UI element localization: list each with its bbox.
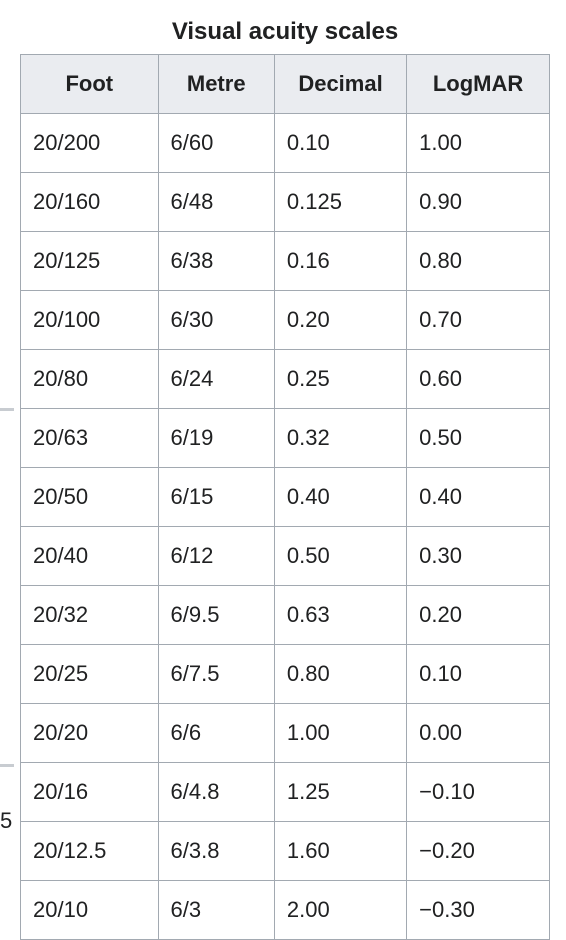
cell-foot: 20/160 [21,173,159,232]
cell-decimal: 0.125 [274,173,406,232]
cell-foot: 20/10 [21,881,159,940]
cell-metre: 6/3 [158,881,274,940]
cell-decimal: 1.60 [274,822,406,881]
visual-acuity-table: Foot Metre Decimal LogMAR 20/2006/600.10… [20,54,550,940]
cell-logmar: −0.30 [407,881,550,940]
cell-decimal: 0.16 [274,232,406,291]
cell-decimal: 0.80 [274,645,406,704]
table-row: 20/2006/600.101.00 [21,114,550,173]
cell-decimal: 0.20 [274,291,406,350]
cell-foot: 20/40 [21,527,159,586]
table-row: 20/506/150.400.40 [21,468,550,527]
cell-foot: 20/100 [21,291,159,350]
table-row: 20/206/61.000.00 [21,704,550,763]
cell-logmar: 0.60 [407,350,550,409]
cell-logmar: 0.40 [407,468,550,527]
cell-foot: 20/12.5 [21,822,159,881]
cell-logmar: 1.00 [407,114,550,173]
edge-digit: 5 [0,808,12,834]
table-row: 20/326/9.50.630.20 [21,586,550,645]
cell-logmar: 0.80 [407,232,550,291]
cell-foot: 20/32 [21,586,159,645]
table-row: 20/256/7.50.800.10 [21,645,550,704]
cell-decimal: 0.32 [274,409,406,468]
cell-logmar: 0.90 [407,173,550,232]
cell-metre: 6/7.5 [158,645,274,704]
cell-decimal: 2.00 [274,881,406,940]
cell-metre: 6/12 [158,527,274,586]
cell-metre: 6/15 [158,468,274,527]
cell-logmar: 0.70 [407,291,550,350]
cell-metre: 6/60 [158,114,274,173]
cell-foot: 20/200 [21,114,159,173]
table-row: 20/1006/300.200.70 [21,291,550,350]
cell-logmar: 0.10 [407,645,550,704]
cell-logmar: 0.30 [407,527,550,586]
cell-logmar: 0.00 [407,704,550,763]
cell-metre: 6/4.8 [158,763,274,822]
table-row: 20/12.56/3.81.60−0.20 [21,822,550,881]
cell-metre: 6/48 [158,173,274,232]
table-body: 20/2006/600.101.00 20/1606/480.1250.90 2… [21,114,550,940]
table-header-row: Foot Metre Decimal LogMAR [21,55,550,114]
col-header-logmar: LogMAR [407,55,550,114]
cell-decimal: 1.25 [274,763,406,822]
table-row: 20/1256/380.160.80 [21,232,550,291]
cell-decimal: 0.40 [274,468,406,527]
cell-foot: 20/125 [21,232,159,291]
cell-metre: 6/9.5 [158,586,274,645]
cell-foot: 20/16 [21,763,159,822]
cell-metre: 6/24 [158,350,274,409]
table-row: 20/636/190.320.50 [21,409,550,468]
cell-foot: 20/80 [21,350,159,409]
cell-foot: 20/25 [21,645,159,704]
cell-foot: 20/20 [21,704,159,763]
cell-decimal: 1.00 [274,704,406,763]
table-caption: Visual acuity scales [20,12,550,54]
col-header-decimal: Decimal [274,55,406,114]
cell-logmar: 0.20 [407,586,550,645]
col-header-metre: Metre [158,55,274,114]
decorative-tick [0,408,14,411]
cell-decimal: 0.50 [274,527,406,586]
decorative-tick [0,764,14,767]
table-row: 20/166/4.81.25−0.10 [21,763,550,822]
cell-metre: 6/3.8 [158,822,274,881]
table-container: Visual acuity scales Foot Metre Decimal … [20,12,550,940]
table-row: 20/806/240.250.60 [21,350,550,409]
cell-decimal: 0.10 [274,114,406,173]
cell-metre: 6/30 [158,291,274,350]
cell-logmar: −0.10 [407,763,550,822]
col-header-foot: Foot [21,55,159,114]
cell-foot: 20/63 [21,409,159,468]
cell-metre: 6/19 [158,409,274,468]
table-row: 20/1606/480.1250.90 [21,173,550,232]
cell-metre: 6/38 [158,232,274,291]
cell-decimal: 0.63 [274,586,406,645]
cell-foot: 20/50 [21,468,159,527]
table-row: 20/406/120.500.30 [21,527,550,586]
cell-logmar: −0.20 [407,822,550,881]
cell-decimal: 0.25 [274,350,406,409]
cell-metre: 6/6 [158,704,274,763]
cell-logmar: 0.50 [407,409,550,468]
table-row: 20/106/32.00−0.30 [21,881,550,940]
